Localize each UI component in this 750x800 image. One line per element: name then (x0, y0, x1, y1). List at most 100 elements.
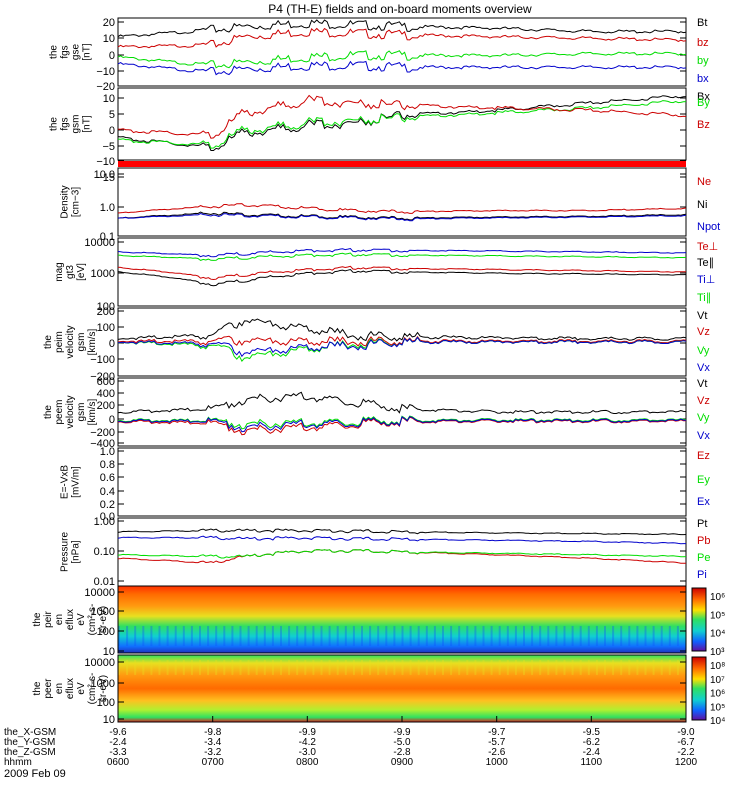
spectrogram-streak (271, 626, 274, 646)
panel-temperature: 10000 1000 100 maggt3[eV] Te⊥ Te∥ Ti⊥ Ti∥ (54, 237, 718, 313)
colorbar-tick-label: 10⁷ (710, 675, 725, 686)
legend-entry: Te∥ (697, 257, 714, 269)
spectrogram-streak (304, 660, 307, 675)
legend-entry: bz (697, 37, 709, 49)
panel-frame (117, 585, 687, 654)
spectrogram-streak (401, 626, 404, 646)
legend-entry: Bz (697, 119, 710, 131)
spectrogram-streak (498, 660, 501, 675)
colorbar-tick-label: 10³ (710, 647, 725, 658)
spectrogram-streak (215, 660, 218, 675)
spectrogram-streak (271, 660, 274, 675)
legend-entry: Ne (697, 176, 711, 188)
series-line-bz (117, 27, 687, 49)
y-tick-label: 1.0 (100, 446, 115, 458)
x-axis-value: 0900 (391, 757, 414, 768)
panel-ion_spectrogram: 10⁶ 10⁵ 10⁴ 10³ 10000 1000 100 10 thepeireneflux… (32, 585, 725, 658)
y-tick-label: 1000 (91, 268, 115, 280)
spectrogram-streak (531, 660, 534, 675)
spectrogram-streak (571, 626, 574, 646)
colorbar-tick-label: 10⁵ (710, 702, 725, 713)
spectrogram-streak (628, 626, 631, 646)
spectrogram-streak (215, 626, 218, 646)
x-axis-value: -9.9 (299, 727, 317, 738)
y-tick-label: −200 (90, 371, 115, 383)
y-tick-label: 1000 (91, 678, 115, 690)
panel-fgs_gse: 20 10 0 −10 −20 thefgsgse[nT] Bt bz by bx (49, 17, 710, 93)
colorbar-tick-label: 10⁴ (710, 629, 725, 640)
spectrogram-streak (182, 626, 185, 646)
spectrogram-streak (199, 626, 201, 646)
spectrogram-streak (595, 626, 598, 646)
spectrogram-streak (344, 626, 347, 646)
y-tick-label: 0.8 (100, 459, 115, 471)
colorbar-tick-label: 10⁶ (710, 592, 725, 603)
spectrogram-streak (199, 660, 201, 675)
spectrogram-streak (239, 660, 242, 675)
spectrogram-streak (523, 626, 525, 646)
series-line-Ti∥ (117, 252, 687, 261)
y-tick-label: 10000 (84, 587, 115, 599)
spectrogram-streak (474, 660, 477, 675)
spectrogram-streak (604, 626, 606, 646)
spectrogram-streak (263, 660, 266, 675)
x-axis-value: -9.6 (109, 727, 127, 738)
spectrogram-streak (547, 626, 550, 646)
y-axis-label: maggt3[eV] (54, 262, 87, 281)
series-line-Te⊥ (117, 265, 687, 281)
legend-entry: Bt (697, 17, 707, 29)
spectrogram-streak (393, 626, 396, 646)
spectrogram-streak (612, 660, 615, 675)
series-line-Vy (117, 415, 687, 430)
spectrogram-streak (320, 626, 323, 646)
spectrogram-streak (247, 626, 250, 646)
panel-density: 10.0 1.0 0.1 Density[cm−3] Ne Ni Npot (60, 167, 720, 243)
series-line-Ti⊥ (117, 247, 687, 258)
y-tick-label: 100 (97, 322, 115, 334)
y-tick-label: 10 (103, 646, 115, 658)
spectrogram-streak (555, 660, 558, 675)
spectrogram-streak (660, 660, 663, 675)
panel-electron_spectrogram: 10⁸ 10⁷ 10⁶ 10⁵ 10⁴ 10000 1000 100 10 thepeerenef… (32, 654, 725, 727)
legend-entry: Pb (697, 535, 710, 547)
y-tick-label: 400 (97, 388, 115, 400)
series-line-Pt (117, 528, 687, 536)
legend-entry: Pt (697, 518, 707, 530)
spectrogram-streak (498, 626, 501, 646)
series-line-Vt (117, 391, 687, 415)
spectrogram-streak (336, 626, 339, 646)
spectrogram-streak (644, 660, 647, 675)
y-tick-label: 100 (97, 697, 115, 709)
y-axis-label: thepeemvelocitygsm[km/s] (43, 395, 98, 428)
y-tick-label: 5 (109, 109, 115, 121)
y-axis-label: thefgsgsm[nT] (49, 115, 93, 134)
legend-entry: Vt (697, 378, 707, 390)
spectrogram-streak (352, 626, 355, 646)
y-tick-label: 0 (109, 125, 115, 137)
y-axis-label: Pressure[nPa] (60, 532, 82, 572)
y-tick-label: 10000 (84, 237, 115, 249)
spectrogram-streak (255, 626, 258, 646)
panel-efield: 1.00.80.6 0.40.20.0 E=-VxB[mV/m] Ez Ey Ex (60, 446, 711, 523)
panel-pressure: 1.00 0.10 0.01 Pressure[nPa] Pt Pb Pe Pi (60, 516, 711, 588)
x-axis-value: -6.2 (583, 737, 601, 748)
x-axis-value: -9.8 (204, 727, 222, 738)
x-axis-value: -2.4 (109, 737, 127, 748)
colorbar-tick-label: 10⁸ (710, 661, 725, 672)
spectrogram-streak (126, 660, 129, 675)
y-tick-label: −10 (96, 156, 115, 168)
spectrogram-streak (296, 626, 299, 646)
spectrogram-streak (207, 660, 210, 675)
legend-entry: Vx (697, 430, 710, 442)
series-line-Npot (117, 212, 687, 222)
spectrogram-streak (142, 626, 145, 646)
series-line-Vx (117, 336, 687, 358)
legend-entry: Ex (697, 496, 710, 508)
spectrogram-streak (587, 626, 590, 646)
x-axis-value: -9.9 (393, 727, 411, 738)
spectrogram-streak (628, 660, 631, 675)
legend-entry: By (697, 97, 710, 109)
spectrogram (118, 655, 686, 722)
